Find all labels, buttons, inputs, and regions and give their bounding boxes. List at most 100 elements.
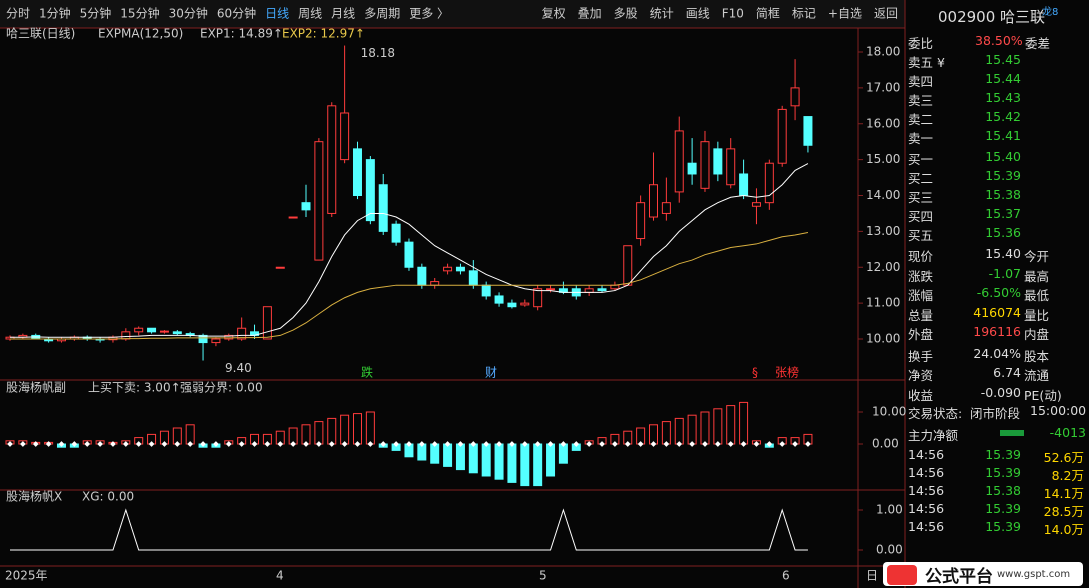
period-tab[interactable]: 30分钟 [169, 6, 208, 21]
bar [726, 405, 736, 445]
zero-dot [123, 441, 129, 447]
marker: 跌 [361, 365, 373, 380]
candle-body [352, 148, 362, 197]
stat-value: -6.50% [976, 285, 1021, 300]
stat-value: 24.04% [973, 345, 1021, 361]
stat-label: 总量 [908, 307, 934, 323]
tool-button[interactable]: 返回 [874, 7, 898, 21]
zero-dot [97, 441, 103, 447]
candle-body [121, 331, 131, 340]
zero-dot [650, 441, 657, 447]
period-tab[interactable]: 60分钟 [217, 6, 256, 21]
period-tab[interactable]: 分时 [6, 7, 30, 21]
candle-body [726, 148, 736, 186]
period-tab[interactable]: 月线 [331, 7, 355, 21]
candle-body [751, 202, 761, 207]
candle-body [275, 266, 285, 269]
candle-body [327, 105, 337, 214]
zero-dot [792, 441, 798, 447]
stock-code: 002900 哈三联 [938, 8, 1046, 26]
book-label: 卖二 [908, 112, 934, 127]
tool-button[interactable]: 简框 [756, 7, 780, 21]
trade-volume: 8.2万 [1051, 468, 1084, 483]
trade-time: 14:56 [908, 519, 945, 534]
zero-dot [740, 441, 747, 447]
bar [661, 421, 671, 445]
zero-dot [20, 441, 26, 447]
zero-dot [560, 441, 567, 447]
stat-label: 换手 [908, 348, 934, 364]
date-label: 4 [276, 569, 284, 583]
candle-body [365, 159, 375, 222]
candle-body [417, 266, 427, 286]
stat-label: 最低 [1024, 288, 1050, 303]
zero-dot [637, 441, 644, 447]
status: 15:00:00 [1030, 403, 1087, 418]
bar [700, 411, 710, 445]
trade-volume: 28.5万 [1043, 504, 1084, 519]
trade-price: 15.38 [985, 483, 1021, 498]
stat-label: PE(动) [1024, 387, 1062, 403]
zero-dot [406, 441, 412, 447]
tool-button[interactable]: 复权 [542, 7, 566, 21]
period-tab[interactable]: 更多 〉 [409, 7, 449, 21]
zero-dot [174, 441, 181, 447]
candle-body [546, 288, 556, 291]
xg-line [10, 508, 808, 551]
book-price: 15.42 [985, 109, 1021, 124]
candle-body [597, 288, 607, 292]
tool-button[interactable]: +自选 [828, 7, 862, 21]
stat-value: -1.07 [988, 265, 1021, 281]
candle-body [262, 306, 272, 340]
bar [430, 443, 440, 464]
trade-time: 14:56 [908, 465, 945, 480]
period-tab[interactable]: 15分钟 [120, 6, 159, 21]
zero-dot [702, 441, 708, 447]
status: 交易状态: [908, 406, 963, 421]
tool-button[interactable]: 画线 [686, 7, 710, 21]
zero-dot [7, 441, 13, 447]
sub2-title: 股海杨帆X [6, 489, 62, 504]
period-tab[interactable]: 1分钟 [39, 6, 71, 21]
zero-dot [805, 441, 811, 447]
tool-button[interactable]: F10 [722, 7, 744, 21]
logo-icon [887, 564, 917, 585]
period-tab[interactable]: 多周期 [364, 7, 400, 21]
tool-button[interactable]: 标记 [792, 7, 816, 21]
date-label: 日 [866, 569, 878, 583]
status: 闭市阶段 [970, 406, 1021, 421]
tool-button[interactable]: 统计 [650, 7, 674, 21]
zero-dot [303, 441, 309, 447]
sub2-label: XG: 0.00 [82, 490, 134, 504]
y-tick-label: 14.00 [866, 188, 900, 202]
zero-dot [612, 441, 618, 447]
book-label: 卖五 ¥ [908, 55, 945, 70]
book-price: 15.36 [985, 225, 1021, 240]
candle-body [520, 302, 530, 306]
candle-body [661, 202, 671, 214]
candle-body [584, 288, 594, 293]
bar [520, 443, 530, 487]
period-tab[interactable]: 日线 [265, 7, 289, 21]
tool-button[interactable]: 叠加 [578, 7, 602, 21]
candle-body [507, 302, 517, 308]
sub1-label: 强弱分界: 0.00 [180, 381, 263, 395]
y-tick-label: 12.00 [866, 260, 900, 274]
candle-body [610, 284, 620, 290]
period-tab[interactable]: 周线 [298, 7, 322, 21]
candle-body [455, 266, 465, 272]
tool-button[interactable]: 多股 [614, 7, 638, 21]
period-tab[interactable]: 5分钟 [80, 6, 112, 21]
candle-body [237, 327, 247, 340]
zero-dot [225, 441, 232, 447]
candle-body [481, 284, 491, 297]
zero-dot [161, 441, 168, 447]
stat-value: 15.40 [985, 246, 1021, 261]
zero-dot [431, 441, 438, 447]
flow-label: 主力净额 [908, 428, 959, 443]
exp2-line [10, 231, 809, 340]
bar [365, 411, 375, 445]
zero-dot [328, 441, 335, 447]
